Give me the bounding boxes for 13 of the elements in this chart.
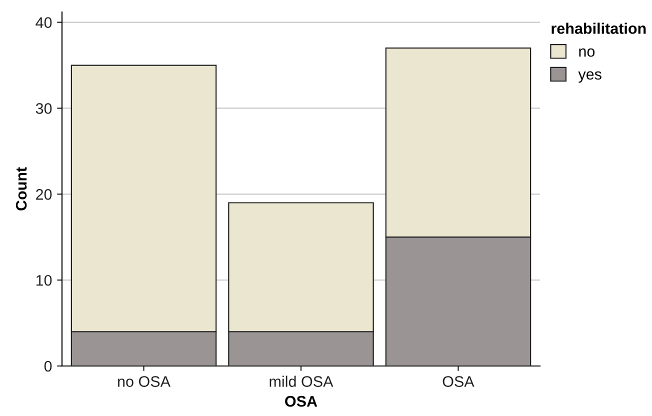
y-tick-label: 10 [36, 274, 52, 286]
y-tick-label: 20 [36, 189, 52, 200]
x-tick-label: mild OSA [270, 376, 334, 387]
x-tick-label: OSA [442, 376, 474, 387]
x-tick-label: no OSA [118, 376, 170, 387]
legend-title: rehabilitation [552, 22, 646, 34]
y-axis-title: Count [16, 167, 27, 210]
y-tick-label: 0 [44, 360, 52, 372]
x-axis-title: OSA [285, 396, 318, 407]
legend-label: yes [578, 71, 602, 83]
legend-label: no [579, 48, 595, 57]
y-tick-label: 40 [36, 17, 52, 28]
y-tick-label: 30 [36, 103, 52, 114]
